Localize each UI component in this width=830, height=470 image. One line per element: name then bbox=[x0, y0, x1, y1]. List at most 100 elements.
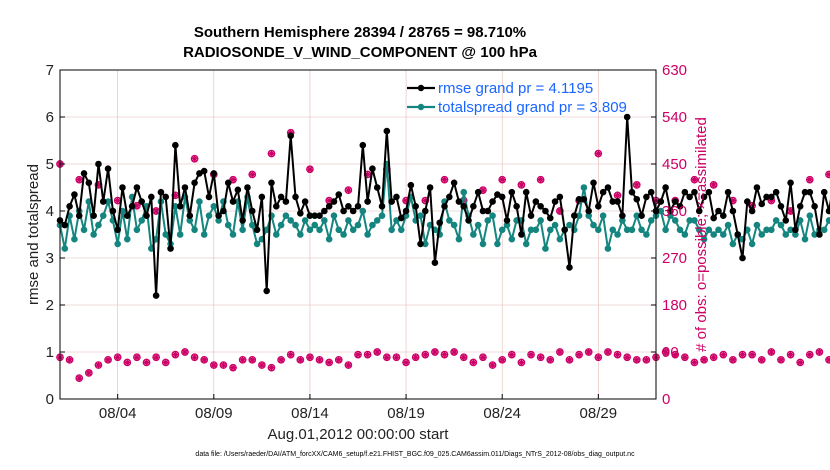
obs-high-point bbox=[75, 175, 84, 184]
y-tick-label-right: 540 bbox=[662, 109, 687, 126]
y-tick-label-left: 0 bbox=[46, 391, 54, 408]
rmse-point bbox=[234, 186, 242, 194]
rmse-point bbox=[825, 207, 830, 215]
rmse-point bbox=[546, 214, 554, 222]
spread-point bbox=[417, 212, 424, 219]
obs-low-point bbox=[219, 361, 228, 369]
spread-point bbox=[595, 226, 602, 234]
rmse-point bbox=[369, 165, 376, 172]
obs-low-point bbox=[94, 361, 103, 369]
obs-assimilated-marker bbox=[700, 356, 708, 364]
obs-assimilated-marker bbox=[181, 348, 189, 356]
spread-point bbox=[676, 226, 684, 234]
obs-assimilated-marker bbox=[633, 181, 641, 189]
spread-point bbox=[604, 245, 612, 252]
rmse-point bbox=[215, 212, 222, 219]
spread-point bbox=[277, 221, 285, 229]
obs-low-point bbox=[565, 355, 574, 364]
data-file-footer: data file: /Users/raeder/DAI/ATM_forcXX/… bbox=[195, 451, 635, 458]
spread-point bbox=[325, 235, 333, 243]
spread-point bbox=[364, 231, 371, 238]
chart-subtitle: RADIOSONDE_V_WIND_COMPONENT @ 100 hPa bbox=[183, 44, 537, 61]
rmse-point bbox=[61, 221, 69, 229]
rmse-point bbox=[676, 203, 684, 210]
obs-low-point bbox=[248, 355, 257, 364]
obs-assimilated-marker bbox=[508, 351, 516, 359]
obs-assimilated-marker bbox=[402, 358, 410, 367]
obs-low-point bbox=[296, 355, 305, 364]
spread-point bbox=[628, 226, 636, 234]
rmse-point bbox=[162, 193, 170, 201]
obs-low-point bbox=[815, 348, 824, 356]
obs-low-point bbox=[488, 361, 497, 369]
spread-point bbox=[719, 231, 727, 238]
rmse-point bbox=[777, 203, 785, 210]
obs-low-point bbox=[777, 355, 785, 364]
obs-high-point bbox=[248, 170, 257, 179]
spread-point bbox=[566, 221, 573, 229]
obs-assimilated-marker bbox=[85, 369, 93, 377]
obs-low-point bbox=[459, 353, 468, 362]
obs-assimilated-marker bbox=[344, 186, 352, 194]
obs-assimilated-marker bbox=[527, 351, 535, 359]
obs-assimilated-marker bbox=[825, 170, 830, 179]
obs-assimilated-marker bbox=[162, 358, 170, 367]
obs-assimilated-marker bbox=[421, 196, 429, 205]
obs-high-point bbox=[344, 186, 353, 194]
spread-point bbox=[388, 226, 395, 234]
obs-assimilated-marker bbox=[786, 351, 795, 359]
obs-low-point bbox=[267, 363, 276, 372]
obs-assimilated-marker bbox=[479, 186, 487, 194]
rmse-point bbox=[268, 179, 275, 187]
obs-assimilated-marker bbox=[710, 181, 718, 189]
rmse-point bbox=[450, 179, 458, 187]
spread-point bbox=[638, 226, 645, 234]
spread-point bbox=[489, 212, 496, 219]
spread-point bbox=[542, 245, 549, 252]
rmse-point bbox=[753, 184, 761, 191]
spread-point bbox=[316, 226, 323, 234]
spread-point bbox=[724, 221, 732, 229]
obs-assimilated-marker bbox=[613, 191, 622, 199]
spread-point bbox=[470, 231, 477, 238]
spread-point bbox=[715, 226, 722, 234]
spread-point bbox=[306, 226, 314, 234]
spread-point bbox=[321, 217, 328, 224]
y-tick-label-left: 6 bbox=[46, 109, 54, 126]
rmse-point bbox=[643, 193, 650, 201]
spread-point bbox=[508, 235, 516, 243]
obs-assimilated-marker bbox=[171, 191, 179, 199]
rmse-point bbox=[561, 226, 568, 234]
x-tick-label: 08/04 bbox=[99, 405, 137, 422]
rmse-point bbox=[628, 188, 636, 196]
obs-low-point bbox=[84, 369, 93, 377]
obs-low-point bbox=[315, 355, 324, 364]
spread-point bbox=[455, 235, 463, 243]
spread-point bbox=[729, 240, 737, 248]
obs-low-point bbox=[65, 355, 74, 364]
obs-assimilated-marker bbox=[662, 348, 670, 356]
rmse-point bbox=[719, 212, 727, 219]
obs-low-point bbox=[161, 358, 170, 367]
spread-point bbox=[494, 240, 501, 248]
spread-point bbox=[546, 226, 554, 234]
obs-high-point bbox=[709, 181, 718, 189]
obs-assimilated-marker bbox=[671, 351, 679, 359]
obs-low-point bbox=[709, 353, 718, 362]
rmse-point bbox=[657, 198, 665, 205]
spread-point bbox=[369, 221, 376, 229]
rmse-point bbox=[364, 198, 371, 205]
spread-point bbox=[801, 235, 809, 243]
rmse-point bbox=[378, 203, 386, 210]
obs-assimilated-marker bbox=[517, 181, 526, 189]
obs-assimilated-marker bbox=[690, 358, 699, 367]
spread-point bbox=[446, 217, 453, 224]
spread-point bbox=[820, 226, 828, 234]
spread-point bbox=[671, 217, 679, 224]
spread-point bbox=[200, 231, 208, 238]
rmse-point bbox=[522, 188, 530, 196]
y-tick-label-right: 0 bbox=[662, 391, 670, 408]
obs-assimilated-marker bbox=[66, 356, 74, 364]
rmse-point bbox=[335, 191, 343, 198]
rmse-point bbox=[498, 193, 506, 201]
